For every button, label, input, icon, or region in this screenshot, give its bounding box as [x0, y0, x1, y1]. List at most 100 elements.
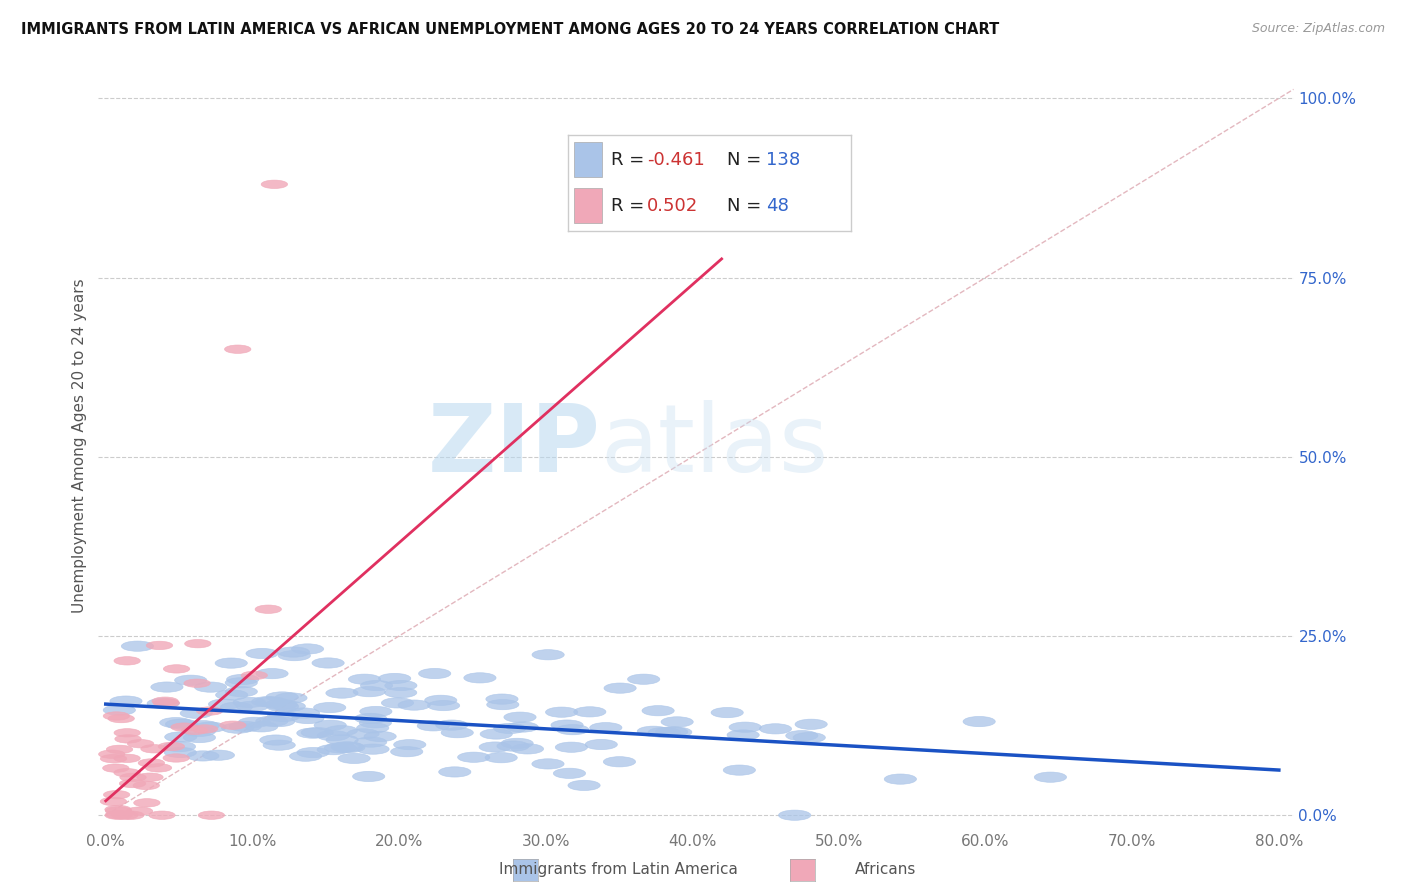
- Ellipse shape: [153, 698, 180, 707]
- Ellipse shape: [353, 772, 385, 781]
- Ellipse shape: [262, 180, 288, 188]
- Ellipse shape: [332, 741, 363, 752]
- Ellipse shape: [105, 811, 132, 819]
- Ellipse shape: [138, 759, 165, 767]
- Ellipse shape: [215, 690, 247, 700]
- Ellipse shape: [728, 722, 761, 732]
- Ellipse shape: [655, 727, 688, 737]
- Ellipse shape: [160, 717, 193, 728]
- Ellipse shape: [263, 716, 295, 727]
- Ellipse shape: [360, 681, 392, 690]
- Ellipse shape: [114, 729, 141, 737]
- Ellipse shape: [325, 725, 357, 736]
- Text: Source: ZipAtlas.com: Source: ZipAtlas.com: [1251, 22, 1385, 36]
- Text: R =: R =: [610, 151, 650, 169]
- Ellipse shape: [191, 725, 218, 733]
- Ellipse shape: [793, 732, 825, 743]
- Ellipse shape: [316, 745, 349, 755]
- Ellipse shape: [236, 701, 269, 712]
- Ellipse shape: [150, 682, 183, 692]
- Ellipse shape: [326, 688, 359, 698]
- Ellipse shape: [180, 708, 212, 718]
- Ellipse shape: [546, 707, 578, 717]
- Ellipse shape: [146, 641, 173, 649]
- Ellipse shape: [436, 720, 468, 731]
- Ellipse shape: [605, 683, 637, 693]
- Ellipse shape: [551, 720, 583, 731]
- Ellipse shape: [121, 641, 153, 651]
- Ellipse shape: [485, 753, 517, 763]
- Ellipse shape: [115, 735, 141, 743]
- Ellipse shape: [314, 720, 346, 731]
- Text: N =: N =: [727, 196, 766, 215]
- Ellipse shape: [148, 698, 180, 708]
- Ellipse shape: [425, 695, 457, 706]
- Ellipse shape: [215, 658, 247, 668]
- Ellipse shape: [357, 744, 389, 755]
- Ellipse shape: [439, 767, 471, 777]
- Ellipse shape: [134, 798, 160, 807]
- Ellipse shape: [759, 723, 792, 734]
- Ellipse shape: [105, 805, 131, 814]
- Ellipse shape: [557, 724, 589, 735]
- Ellipse shape: [254, 605, 281, 614]
- Text: IMMIGRANTS FROM LATIN AMERICA VS AFRICAN UNEMPLOYMENT AMONG AGES 20 TO 24 YEARS : IMMIGRANTS FROM LATIN AMERICA VS AFRICAN…: [21, 22, 1000, 37]
- Ellipse shape: [198, 811, 225, 820]
- Bar: [574, 188, 602, 223]
- Ellipse shape: [603, 756, 636, 767]
- Ellipse shape: [145, 764, 172, 772]
- Ellipse shape: [256, 716, 288, 726]
- Ellipse shape: [219, 721, 246, 730]
- Ellipse shape: [163, 665, 190, 673]
- Ellipse shape: [194, 723, 226, 732]
- Ellipse shape: [585, 739, 617, 749]
- Ellipse shape: [266, 699, 297, 710]
- Ellipse shape: [174, 675, 207, 685]
- Ellipse shape: [531, 649, 564, 660]
- Ellipse shape: [152, 697, 179, 706]
- Ellipse shape: [314, 702, 346, 713]
- Ellipse shape: [727, 730, 759, 740]
- Ellipse shape: [222, 723, 254, 733]
- Ellipse shape: [723, 765, 755, 775]
- Ellipse shape: [884, 774, 917, 784]
- Ellipse shape: [643, 706, 675, 715]
- Ellipse shape: [233, 698, 266, 707]
- Ellipse shape: [711, 707, 744, 718]
- Ellipse shape: [107, 745, 132, 754]
- Ellipse shape: [357, 723, 389, 733]
- Ellipse shape: [149, 811, 176, 820]
- Ellipse shape: [291, 714, 323, 723]
- Text: Immigrants from Latin America: Immigrants from Latin America: [499, 863, 738, 877]
- Ellipse shape: [316, 731, 349, 741]
- Ellipse shape: [378, 673, 411, 683]
- Ellipse shape: [165, 731, 197, 742]
- Ellipse shape: [100, 797, 127, 805]
- Ellipse shape: [103, 764, 129, 772]
- Ellipse shape: [229, 722, 262, 731]
- Ellipse shape: [486, 694, 517, 704]
- Text: R =: R =: [610, 196, 650, 215]
- Ellipse shape: [267, 711, 299, 722]
- Ellipse shape: [266, 701, 298, 712]
- Ellipse shape: [648, 727, 681, 738]
- Ellipse shape: [166, 719, 198, 730]
- Ellipse shape: [627, 674, 659, 684]
- Text: atlas: atlas: [600, 400, 828, 492]
- Ellipse shape: [574, 706, 606, 717]
- Ellipse shape: [385, 688, 416, 698]
- Ellipse shape: [326, 735, 359, 745]
- Ellipse shape: [278, 650, 311, 661]
- Text: 48: 48: [766, 196, 789, 215]
- Ellipse shape: [105, 811, 131, 820]
- Ellipse shape: [277, 647, 309, 657]
- Ellipse shape: [531, 759, 564, 769]
- Ellipse shape: [108, 714, 135, 723]
- Ellipse shape: [786, 731, 818, 740]
- Ellipse shape: [441, 728, 474, 738]
- Ellipse shape: [246, 648, 278, 658]
- Y-axis label: Unemployment Among Ages 20 to 24 years: Unemployment Among Ages 20 to 24 years: [72, 278, 87, 614]
- Ellipse shape: [963, 716, 995, 727]
- Ellipse shape: [486, 699, 519, 710]
- Ellipse shape: [506, 722, 538, 732]
